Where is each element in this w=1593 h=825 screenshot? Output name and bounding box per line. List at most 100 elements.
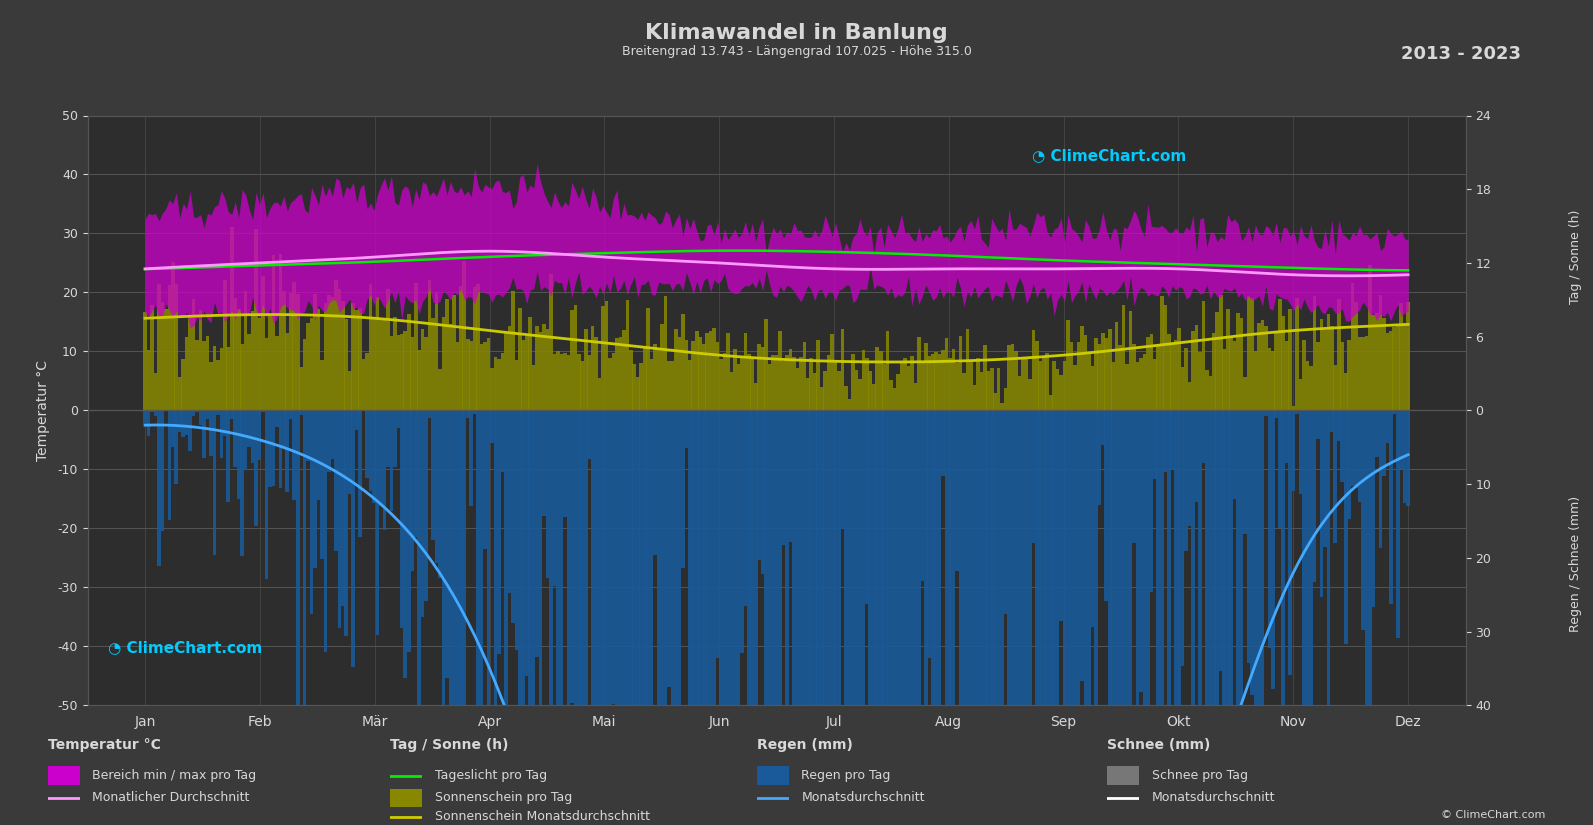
Bar — [1094, 411, 1098, 825]
Bar — [935, 351, 938, 411]
Bar — [503, 411, 508, 808]
Text: Regen / Schnee (mm): Regen / Schnee (mm) — [1569, 496, 1582, 632]
Bar — [688, 360, 691, 411]
Bar — [847, 411, 851, 825]
Bar — [612, 353, 615, 411]
Bar — [1295, 298, 1298, 411]
Bar — [411, 337, 414, 411]
Bar — [341, 411, 344, 606]
Bar — [997, 411, 1000, 799]
Bar — [1136, 411, 1139, 825]
Bar — [906, 411, 910, 825]
Bar — [588, 355, 591, 411]
Bar — [921, 411, 924, 581]
Bar — [435, 411, 438, 563]
Bar — [1340, 411, 1344, 482]
Bar — [217, 361, 220, 411]
Bar — [1354, 302, 1357, 411]
Bar — [526, 336, 529, 411]
Bar — [309, 318, 314, 411]
Bar — [859, 411, 862, 825]
Bar — [1035, 411, 1039, 825]
Bar — [241, 411, 244, 556]
Bar — [456, 411, 459, 825]
Bar — [1227, 411, 1230, 825]
Bar — [927, 356, 930, 411]
Bar — [609, 411, 612, 724]
Bar — [682, 411, 685, 568]
Bar — [1324, 411, 1327, 547]
Bar — [1188, 382, 1192, 411]
Bar — [1094, 338, 1098, 411]
Bar — [153, 373, 158, 411]
Bar — [656, 349, 661, 411]
Bar — [538, 411, 543, 825]
Bar — [379, 318, 382, 411]
Bar — [1118, 346, 1121, 411]
Bar — [585, 329, 588, 411]
Bar — [153, 411, 158, 417]
Bar — [497, 360, 500, 411]
Bar — [288, 294, 293, 411]
Bar — [1309, 366, 1313, 411]
Bar — [1219, 411, 1222, 671]
Bar — [511, 291, 515, 411]
Bar — [1286, 411, 1289, 464]
Bar — [1348, 411, 1351, 519]
Bar — [570, 411, 573, 703]
Bar — [1337, 411, 1341, 441]
Bar — [1378, 411, 1383, 548]
Bar — [876, 411, 879, 825]
Bar — [1115, 411, 1118, 825]
Bar — [1289, 309, 1292, 411]
Bar — [588, 411, 591, 459]
Bar — [1112, 361, 1115, 411]
Bar — [1010, 345, 1015, 411]
Bar — [1395, 411, 1400, 639]
Bar — [400, 334, 403, 411]
Bar — [1074, 411, 1077, 825]
Bar — [951, 349, 956, 411]
Bar — [306, 411, 311, 460]
Bar — [1059, 375, 1063, 411]
Bar — [309, 411, 314, 615]
Bar — [623, 411, 626, 825]
Bar — [1129, 411, 1133, 825]
Bar — [1289, 411, 1292, 675]
Bar — [1281, 316, 1286, 411]
Bar — [1295, 411, 1298, 414]
Bar — [518, 411, 521, 825]
Bar — [202, 341, 205, 411]
Bar — [1301, 411, 1306, 825]
Bar — [365, 353, 370, 411]
Bar — [792, 411, 796, 825]
Bar — [1233, 411, 1236, 499]
Bar — [559, 354, 564, 411]
Bar — [660, 411, 664, 825]
Bar — [487, 411, 491, 825]
Bar — [143, 411, 147, 424]
Bar — [1360, 411, 1365, 629]
Bar — [1239, 318, 1244, 411]
Bar — [1351, 411, 1354, 486]
Bar — [1070, 411, 1074, 825]
Bar — [529, 411, 532, 825]
Bar — [1070, 342, 1074, 411]
Bar — [1239, 411, 1244, 763]
Bar — [626, 299, 629, 411]
Bar — [876, 347, 879, 411]
Bar — [997, 367, 1000, 411]
Bar — [271, 411, 276, 487]
Bar — [1354, 411, 1357, 488]
Bar — [1059, 411, 1063, 621]
Bar — [1024, 358, 1027, 411]
Bar — [879, 351, 883, 411]
Bar — [335, 411, 338, 550]
Bar — [1215, 312, 1219, 411]
Bar — [577, 354, 580, 411]
Bar — [542, 411, 546, 516]
Bar — [647, 309, 650, 411]
Bar — [854, 411, 859, 825]
Bar — [900, 363, 903, 411]
Bar — [553, 411, 556, 587]
